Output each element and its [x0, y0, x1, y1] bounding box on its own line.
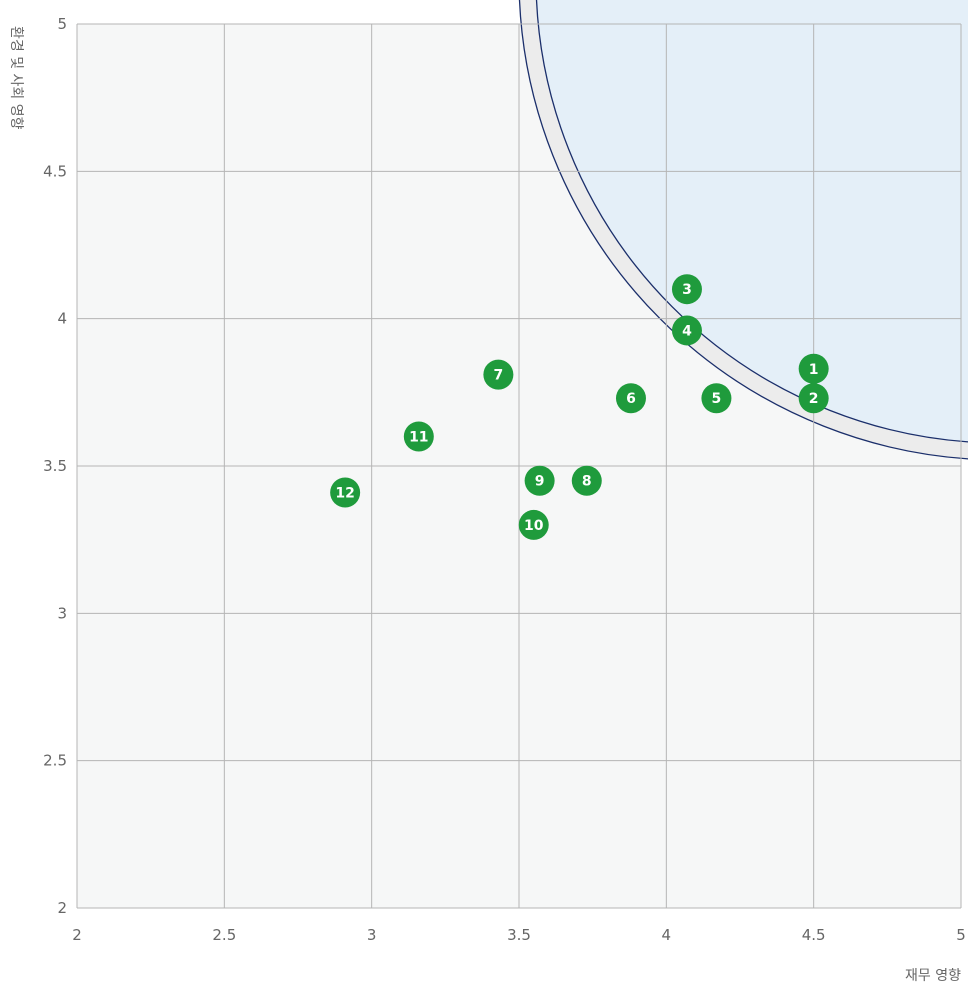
- x-tick-label: 5: [956, 926, 966, 944]
- x-tick-label: 2: [72, 926, 82, 944]
- data-point-label: 11: [409, 430, 428, 446]
- data-point: 7: [483, 359, 514, 390]
- data-point-label: 3: [682, 282, 692, 298]
- x-tick-label: 3: [367, 926, 377, 944]
- x-tick-label: 3.5: [507, 926, 531, 944]
- y-tick-label: 3.5: [43, 457, 67, 475]
- highlight-area: [536, 0, 968, 443]
- data-point: 9: [524, 465, 555, 496]
- data-point-label: 12: [335, 486, 354, 502]
- data-point: 3: [671, 274, 702, 305]
- data-point: 6: [615, 383, 646, 414]
- data-point-label: 8: [582, 474, 592, 490]
- data-point-marker: [798, 383, 829, 414]
- data-point: 8: [571, 465, 602, 496]
- data-point-label: 2: [809, 391, 819, 407]
- y-tick-label: 2: [57, 899, 67, 917]
- data-point: 12: [330, 477, 361, 508]
- data-point-marker: [330, 477, 361, 508]
- data-point-marker: [671, 315, 702, 346]
- data-point-marker: [403, 421, 434, 452]
- data-point-label: 9: [535, 474, 545, 490]
- data-point: 10: [518, 509, 549, 540]
- data-point-marker: [483, 359, 514, 390]
- data-point: 1: [798, 353, 829, 384]
- data-point: 4: [671, 315, 702, 346]
- data-point-marker: [798, 353, 829, 384]
- data-point-marker: [701, 383, 732, 414]
- x-tick-label: 2.5: [212, 926, 236, 944]
- data-point: 5: [701, 383, 732, 414]
- y-tick-label: 5: [57, 15, 67, 33]
- data-point-label: 6: [626, 391, 636, 407]
- data-point-marker: [571, 465, 602, 496]
- data-point-label: 10: [524, 518, 544, 534]
- y-tick-label: 3: [57, 604, 67, 622]
- data-point-label: 1: [809, 362, 819, 378]
- data-point: 2: [798, 383, 829, 414]
- y-tick-label: 2.5: [43, 752, 67, 770]
- x-tick-label: 4.5: [802, 926, 826, 944]
- x-axis-title: 재무 영향: [905, 968, 961, 984]
- data-point-label: 4: [682, 323, 692, 339]
- data-point-label: 5: [712, 391, 722, 407]
- y-tick-label: 4.5: [43, 162, 67, 180]
- y-axis-title: 환경 및 사회 영향: [8, 26, 24, 130]
- data-point-marker: [671, 274, 702, 305]
- data-point: 11: [403, 421, 434, 452]
- y-tick-label: 4: [57, 310, 67, 328]
- data-point-marker: [615, 383, 646, 414]
- data-point-label: 7: [493, 368, 503, 384]
- highlight-region: [518, 0, 968, 460]
- data-point-marker: [518, 509, 549, 540]
- data-point-marker: [524, 465, 555, 496]
- x-tick-label: 4: [662, 926, 672, 944]
